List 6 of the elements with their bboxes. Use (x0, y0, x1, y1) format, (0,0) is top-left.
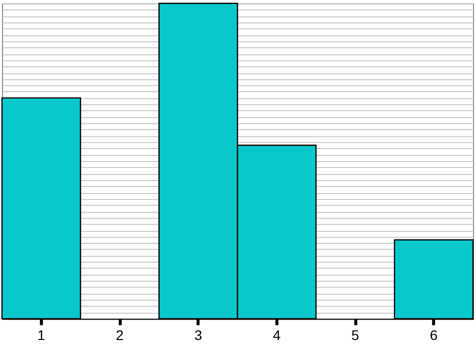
x-tick-label: 6 (430, 327, 438, 344)
x-tick-label: 1 (37, 327, 46, 344)
x-tick-label: 4 (272, 327, 281, 344)
x-tick-label: 3 (194, 327, 202, 344)
x-tick-label: 2 (116, 327, 124, 344)
x-tick-label: 5 (351, 327, 360, 344)
